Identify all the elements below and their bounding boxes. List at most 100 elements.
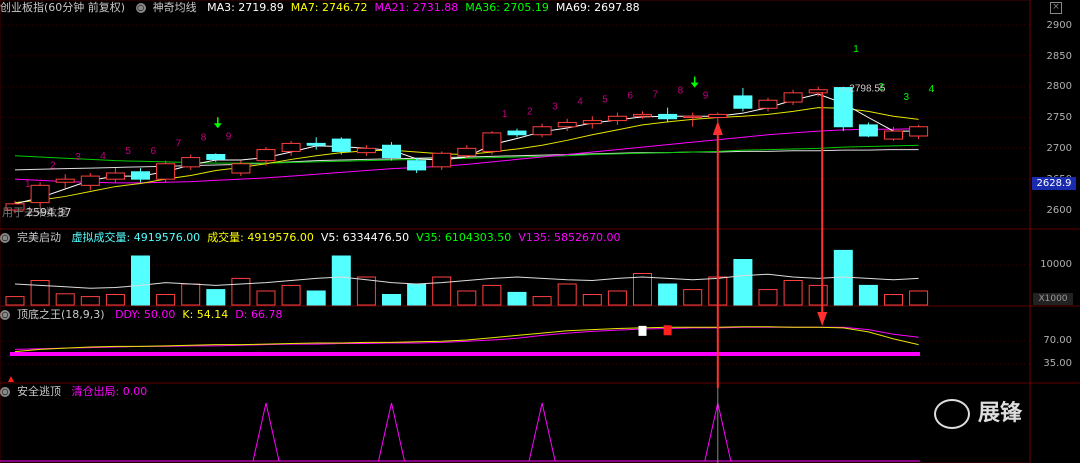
kd-value-1: K: 54.14 <box>182 308 229 321</box>
candle-body-31 <box>783 92 803 103</box>
volume-value-4: V135: 5852670.00 <box>518 231 621 244</box>
candle-body-32 <box>808 89 828 94</box>
candle-body-12 <box>306 142 326 146</box>
kd-panel-header: ○ 顶底之王(18,9,3) DDY: 50.00 K: 54.14 D: 66.78 <box>0 308 296 322</box>
candle-body-5 <box>131 171 150 180</box>
y-tick-2900: 2900 <box>1046 20 1072 31</box>
volume-bar-23 <box>582 294 602 306</box>
seq-label-13: 5 <box>602 94 608 105</box>
volume-bar-3 <box>80 296 100 306</box>
seq-label-2: 3 <box>75 152 81 163</box>
seq-label-16: 8 <box>678 86 684 97</box>
volume-bar-5 <box>131 255 150 306</box>
seq-label-7: 8 <box>201 133 207 144</box>
y-tick-2750: 2750 <box>1046 112 1072 123</box>
kd-y-tick-70: 70.00 <box>1043 335 1072 346</box>
candle-body-35 <box>884 130 903 140</box>
d-line <box>14 326 919 350</box>
seq-label-10: 2 <box>527 107 533 118</box>
candle-body-22 <box>557 121 577 128</box>
volume-bar-32 <box>808 284 828 306</box>
kd-panel-title: 顶底之王 <box>17 308 61 321</box>
volume-bar-22 <box>557 283 577 306</box>
volume-bar-24 <box>607 290 627 306</box>
volume-bar-1 <box>30 280 50 306</box>
kd-start-marker <box>8 376 14 382</box>
volume-bar-4 <box>105 294 125 306</box>
candle-body-13 <box>331 138 351 152</box>
volume-panel-title: 完美启动 <box>17 231 61 244</box>
volume-bar-36 <box>909 290 929 306</box>
ma-value-1: MA7: 2746.72 <box>290 1 368 14</box>
seq-label-9: 1 <box>502 109 508 120</box>
high-price-label: ←2798.55 <box>839 84 886 95</box>
low-text: 用于未来数据 <box>2 206 68 219</box>
volume-settings-icon[interactable]: ○ <box>0 233 10 243</box>
volume-bar-10 <box>256 290 276 306</box>
volume-bar-12 <box>306 290 326 306</box>
seq-label-6: 7 <box>176 139 182 150</box>
green-label-1: 2 <box>878 82 884 93</box>
close-icon[interactable]: × <box>1050 2 1062 14</box>
volume-bar-30 <box>758 289 778 306</box>
green-label-0: 1 <box>853 44 859 55</box>
v5-line <box>14 273 919 289</box>
candle-body-20 <box>507 130 527 136</box>
escape-values: 清仓出局: 0.00 <box>72 385 155 398</box>
candle-body-9 <box>231 163 251 174</box>
ma-value-4: MA69: 2697.88 <box>555 1 640 14</box>
seq-label-11: 3 <box>552 102 558 113</box>
seq-label-12: 4 <box>577 97 583 108</box>
candle-body-7 <box>181 157 201 168</box>
kd-params: (18,9,3) <box>61 308 105 321</box>
volume-bar-11 <box>281 284 301 306</box>
escape-settings-icon[interactable]: ○ <box>0 387 10 397</box>
current-price-tag: 2628.9 <box>1032 177 1076 190</box>
escape-peak-2 <box>528 402 556 462</box>
down-arrow-head-0 <box>213 123 222 129</box>
volume-bar-26 <box>658 283 678 306</box>
volume-unit: X1000 <box>1033 293 1073 305</box>
candle-body-14 <box>356 147 376 154</box>
candle-body-15 <box>382 144 401 159</box>
wechat-icon <box>934 399 970 429</box>
candle-body-17 <box>432 152 452 168</box>
escape-panel-title: 安全逃顶 <box>17 385 61 398</box>
volume-bar-31 <box>783 280 803 306</box>
candle-body-4 <box>105 172 125 180</box>
kd-y-tick-35: 35.00 <box>1043 358 1072 369</box>
candle-body-1 <box>30 184 50 204</box>
volume-bar-16 <box>407 283 427 306</box>
indicator-name: ○ 神奇均线 <box>135 1 197 14</box>
seq-label-5: 6 <box>151 146 157 157</box>
volume-bar-17 <box>432 276 452 306</box>
k-line <box>14 326 919 353</box>
kd-settings-icon[interactable]: ○ <box>0 310 10 320</box>
candle-body-23 <box>582 120 602 125</box>
annotation-arrow-down-head <box>817 312 828 326</box>
indicator-settings-icon[interactable]: ○ <box>135 3 146 13</box>
seq-label-1: 2 <box>50 160 56 171</box>
volume-y-tick: 10000 <box>1040 259 1072 270</box>
candle-body-36 <box>909 126 929 137</box>
volume-bar-29 <box>733 259 753 306</box>
y-tick-2800: 2800 <box>1046 81 1072 92</box>
volume-values: 虚拟成交量: 4919576.00 成交量: 4919576.00 V5: 6334… <box>72 231 628 244</box>
volume-bar-18 <box>457 290 477 306</box>
volume-bar-27 <box>683 289 703 306</box>
volume-bar-20 <box>507 291 527 306</box>
y-tick-2850: 2850 <box>1046 51 1072 62</box>
candle-body-33 <box>833 87 853 128</box>
volume-bar-8 <box>206 289 226 306</box>
volume-bar-35 <box>884 294 903 306</box>
kd-value-0: DDY: 50.00 <box>115 308 176 321</box>
escape-value-0: 清仓出局: 0.00 <box>71 385 148 398</box>
chart-title: 创业板指(60分钟 前复权) <box>0 1 126 14</box>
kd-values: DDY: 50.00 K: 54.14 D: 66.78 <box>115 308 289 321</box>
volume-bar-34 <box>858 284 878 306</box>
kd-value-2: D: 66.78 <box>235 308 283 321</box>
candle-body-6 <box>156 163 176 180</box>
green-label-2: 3 <box>904 92 910 103</box>
annotation-arrow-up-head <box>712 121 723 135</box>
seq-label-0: 1 <box>25 179 31 190</box>
